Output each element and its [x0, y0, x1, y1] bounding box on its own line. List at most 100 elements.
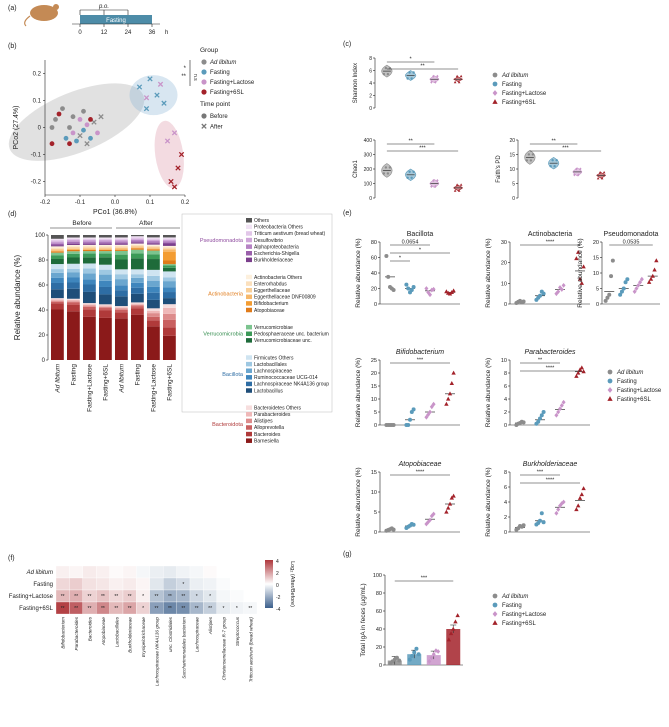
- e-sig-1-0-label: ****: [546, 240, 555, 246]
- d-legend-swatch-1-5: [246, 307, 252, 313]
- e-dot-2-1-0: [618, 292, 623, 297]
- d-ytick-label-2: 40: [38, 308, 45, 314]
- d-bar-seg-5-22: [131, 241, 144, 243]
- d-legend-label-2-2: Verrucomicrobiaceae unc.: [254, 338, 312, 344]
- d-bar-seg-2-1: [83, 309, 96, 317]
- d-xlabel-0: Ad libitum: [54, 363, 61, 393]
- violin-dot-2-2-3: [436, 179, 439, 182]
- f-star-3-6: *: [142, 606, 144, 612]
- e-dot-3-3-0: [444, 401, 449, 406]
- d-bar-seg-4-15: [115, 249, 128, 251]
- d-bar-seg-6-24: [147, 239, 160, 242]
- e-ytick-label-4-0: 0: [504, 423, 507, 429]
- d-bar-seg-5-10: [131, 274, 144, 278]
- e-ytick-label-4-4: 8: [504, 371, 507, 377]
- d-bar-seg-2-20: [83, 244, 96, 247]
- d-bar-seg-7-13: [163, 265, 176, 268]
- f-cell-0-11: [203, 565, 217, 579]
- d-bar-seg-3-3: [99, 306, 112, 309]
- pcoa-point-0-9: [98, 114, 104, 120]
- d-bar-seg-3-12: [99, 257, 112, 265]
- e-dot-0-0-1: [386, 274, 391, 279]
- violin-dot-1-1-2: [410, 77, 413, 80]
- g-legend-label-3: Fasting+6SL: [502, 621, 537, 627]
- pcoa-point-0-6: [77, 132, 83, 139]
- d-bar-seg-2-13: [83, 253, 96, 258]
- d-bar-seg-0-22: [51, 243, 64, 246]
- pcoa-point-2-6: [164, 138, 171, 144]
- violin-dot-3-2-1: [575, 167, 578, 171]
- pcoa-point-3-4: [168, 178, 174, 185]
- e-ytick-label-0-0: 0: [374, 302, 377, 308]
- e-dot-2-2-1: [634, 286, 639, 291]
- d-bar-seg-1-17: [67, 248, 80, 250]
- f-star-2-0: **: [61, 594, 65, 600]
- d-legend-swatch-0-3: [246, 237, 252, 243]
- d-bar-seg-1-10: [67, 268, 80, 273]
- e-dot-5-3-1: [446, 505, 451, 510]
- d-legend-swatch-4-5: [246, 438, 252, 443]
- panel-label-d: (d): [8, 211, 17, 218]
- violin-ylabel-1: Shannon Index: [353, 63, 359, 103]
- d-bar-seg-3-5: [99, 304, 112, 306]
- d-bar-seg-7-1: [163, 327, 176, 336]
- e-dot-5-3-4: [451, 493, 456, 498]
- e-dot-1-3-3: [579, 280, 584, 285]
- e-dot-6-0-4: [521, 523, 526, 528]
- f-cell-0-13: [230, 565, 244, 579]
- d-bar-seg-6-11: [147, 269, 160, 276]
- f-star-2-9: **: [181, 594, 185, 600]
- violin-ytick-label-3-2: 10: [509, 167, 515, 173]
- d-bar-seg-0-15: [51, 251, 64, 253]
- pcoa-point-3-2: [67, 141, 72, 147]
- e-dot-3-1-4: [411, 407, 416, 412]
- d-legend-label-4-0: Bacteroidetes Others: [254, 405, 301, 411]
- e-dot-0-0-4: [391, 288, 396, 293]
- violin-dot-3-3-0: [596, 176, 600, 180]
- f-star-3-8: **: [168, 606, 172, 612]
- d-bar-seg-0-8: [51, 277, 64, 283]
- d-bar-seg-5-20: [131, 243, 144, 245]
- d-legend-label-0-1: Proteobacteria Others: [254, 225, 303, 231]
- d-bar-seg-0-3: [51, 300, 64, 302]
- f-cell-1-6: [136, 577, 150, 591]
- e-sig-0-0-label: 0.0654: [402, 240, 419, 246]
- d-bar-seg-0-19: [51, 247, 64, 249]
- f-star-3-5: **: [128, 606, 132, 612]
- d-group-label-after: After: [139, 220, 154, 227]
- e-dot-2-1-4: [625, 277, 630, 282]
- e-ylabel-0: Relative abundance (%): [355, 238, 362, 307]
- d-bar-seg-3-4: [99, 305, 112, 307]
- d-bar-seg-7-24: [163, 239, 176, 242]
- g-dot-1-3: [414, 646, 419, 651]
- d-bar-seg-3-8: [99, 280, 112, 287]
- d-bar-seg-6-12: [147, 259, 160, 270]
- group-legend-label-3: Fasting+6SL: [210, 90, 245, 96]
- e-dot-1-1-2: [538, 293, 542, 298]
- pcoa-y-label: PCo2 (27.4%): [13, 106, 20, 150]
- e-dot-4-1-1: [536, 419, 541, 424]
- group-legend-swatch-2: [201, 79, 207, 85]
- e-ytick-label-3-1: 5: [374, 410, 377, 416]
- d-legend-label-3-3: Ruminococcaceae UCG-014: [254, 375, 318, 381]
- e-title-5: Atopobiaceae: [398, 461, 442, 468]
- g-ytick-label-1: 20: [376, 645, 382, 651]
- e-legend-label-1: Fasting: [617, 379, 637, 385]
- pcoa-x-tick-label-0: -0.2: [40, 200, 51, 206]
- c-legend-label-3: Fasting+6SL: [502, 100, 537, 106]
- f-scale-tick-2: 0: [276, 583, 279, 589]
- d-bar-seg-3-0: [99, 317, 112, 360]
- violin-dot-2-0-0: [382, 172, 386, 175]
- e-ytick-label-1-2: 20: [501, 261, 507, 267]
- d-bar-seg-0-21: [51, 245, 64, 247]
- f-color-scale: [265, 560, 273, 608]
- violin-dot-3-1-0: [549, 165, 552, 168]
- g-dot-0-4: [397, 658, 402, 663]
- d-bar-seg-3-22: [99, 242, 112, 244]
- violin-dot-3-1-2: [553, 165, 556, 168]
- f-star-2-10: *: [196, 594, 198, 600]
- violin-dot-1-3-0: [453, 80, 457, 84]
- f-star-2-8: **: [168, 594, 172, 600]
- e-dot-6-3-0: [574, 507, 579, 512]
